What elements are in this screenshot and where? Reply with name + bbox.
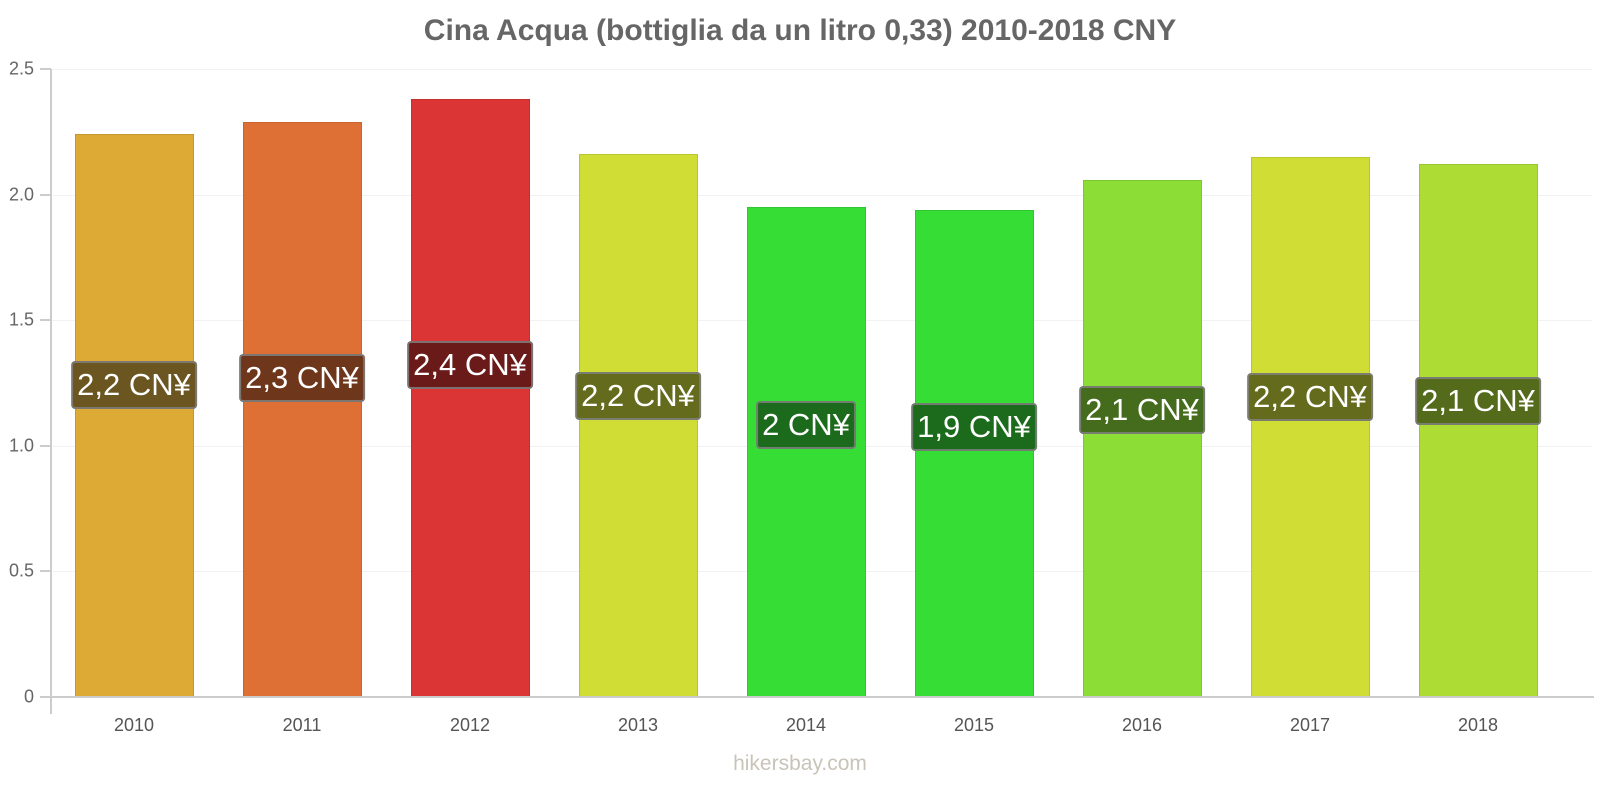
y-tick-label: 2.0 <box>8 184 34 205</box>
bar-2017 <box>1250 156 1370 697</box>
y-axis <box>50 69 52 714</box>
bar-2011 <box>242 121 362 697</box>
x-tick-label: 2017 <box>1289 715 1331 735</box>
value-label: 2,2 CN¥ <box>1247 373 1373 422</box>
x-tick-label: 2013 <box>617 715 659 735</box>
x-tick-label: 2011 <box>282 715 322 735</box>
y-tick <box>40 570 51 573</box>
y-tick <box>40 193 51 196</box>
y-tick-label: 1.0 <box>8 435 34 456</box>
value-label: 2,3 CN¥ <box>239 353 365 402</box>
x-axis <box>40 696 1594 698</box>
value-label: 2,2 CN¥ <box>575 371 701 420</box>
bar-2016 <box>1082 179 1202 697</box>
y-tick <box>40 444 51 447</box>
gridline <box>52 194 1592 196</box>
x-tick-label: 2015 <box>953 715 995 735</box>
bar-2014 <box>746 207 866 697</box>
bar-2012 <box>410 99 530 697</box>
value-label: 2,2 CN¥ <box>71 360 197 409</box>
value-label: 2,1 CN¥ <box>1415 377 1541 426</box>
y-tick-label: 0.5 <box>8 560 34 581</box>
gridline <box>52 69 1592 70</box>
x-tick-label: 2012 <box>449 715 491 735</box>
chart-title: Cina Acqua (bottiglia da un litro 0,33) … <box>423 14 1177 47</box>
value-label: 2 CN¥ <box>756 401 856 450</box>
y-tick-label: 1.5 <box>8 309 34 330</box>
y-tick-label: 2.5 <box>8 58 34 79</box>
bar-2015 <box>914 209 1034 697</box>
value-label: 2,4 CN¥ <box>407 341 533 390</box>
x-tick-label: 2014 <box>785 715 827 735</box>
value-label: 2,1 CN¥ <box>1079 385 1205 434</box>
y-tick-label: 0 <box>23 686 34 707</box>
y-tick <box>40 319 51 322</box>
watermark: hikersbay.com <box>733 752 867 775</box>
x-tick-label: 2018 <box>1457 715 1499 735</box>
x-tick-label: 2016 <box>1121 715 1163 735</box>
x-tick-label: 2010 <box>113 715 155 735</box>
value-label: 1,9 CN¥ <box>911 402 1037 451</box>
bar-2010 <box>74 134 194 697</box>
y-tick <box>40 68 51 70</box>
bar-2013 <box>578 154 698 697</box>
bar-2018 <box>1418 164 1538 697</box>
